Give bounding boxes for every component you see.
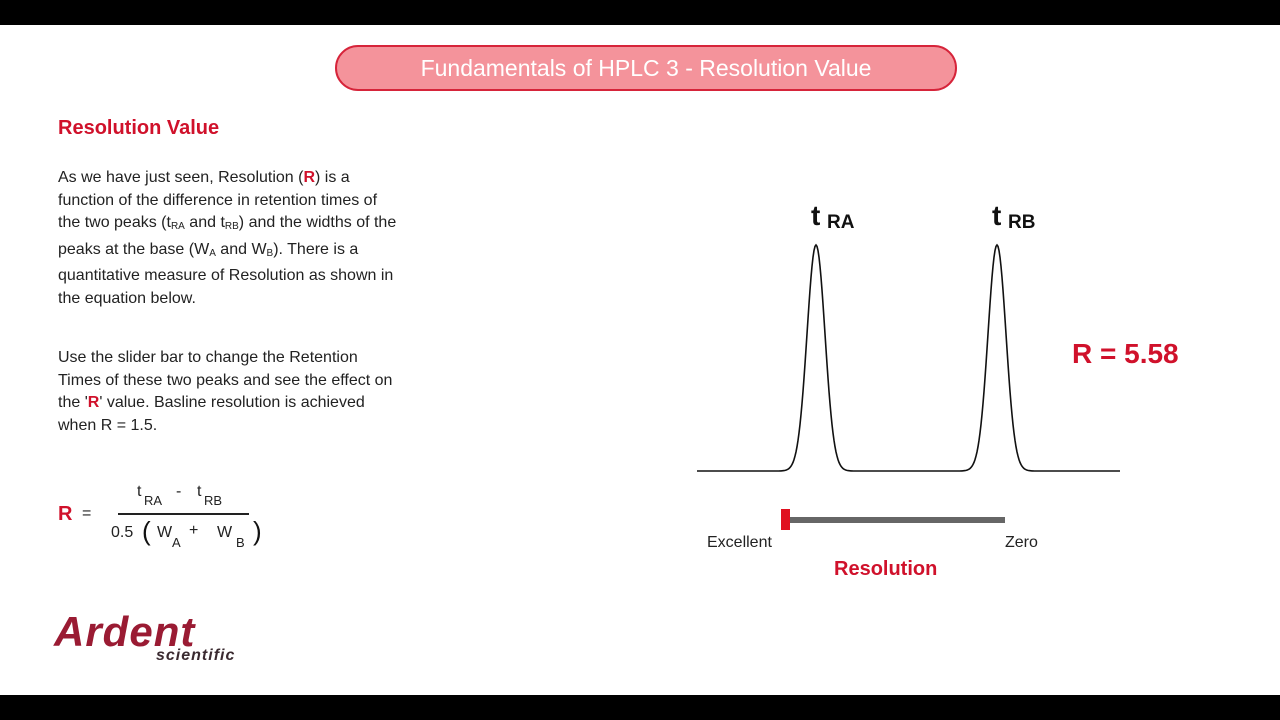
resolution-result: R = 5.58: [1072, 338, 1179, 369]
letterbox-bottom: [0, 695, 1280, 720]
formula-subscript: B: [236, 535, 245, 550]
paragraph: As we have just seen, Resolution (R) is …: [58, 167, 403, 311]
formula-term: W: [157, 524, 173, 541]
formula-term: 0.5: [111, 524, 134, 541]
slider-right-label: Zero: [1005, 534, 1038, 551]
title-banner: Fundamentals of HPLC 3 - Resolution Valu…: [335, 45, 957, 91]
letterbox-top: [0, 0, 1280, 25]
formula-subscript: A: [172, 535, 181, 550]
formula-equals: =: [82, 505, 92, 522]
peak-subscript: RA: [827, 212, 855, 233]
slider-caption: Resolution: [834, 558, 938, 580]
fraction-line: [118, 513, 249, 515]
subscript: A: [209, 247, 216, 259]
slider-handle[interactable]: [781, 509, 790, 530]
formula-term: W: [217, 524, 233, 541]
subscript: RA: [170, 221, 185, 233]
text: ' value. Basline resolution is achieved …: [58, 394, 365, 434]
text: ) and the widths of the peaks at the bas…: [58, 214, 397, 258]
logo-name: Ardent: [54, 608, 196, 655]
text: ). There is a quantitative measure of Re…: [58, 240, 394, 307]
formula-paren: ): [253, 516, 262, 546]
formula-subscript: RB: [204, 493, 223, 508]
peak-label: t: [992, 200, 1002, 231]
text: R: [303, 169, 316, 186]
chromatogram-trace: [697, 243, 1120, 472]
text: R: [87, 394, 100, 412]
section-heading: Resolution Value: [58, 117, 220, 139]
formula-operator: -: [176, 483, 182, 500]
formula-paren: (: [142, 516, 151, 546]
formula-subscript: RA: [144, 493, 163, 508]
logo-tagline: scientific: [156, 647, 236, 664]
paragraph: Use the slider bar to change the Retenti…: [58, 347, 403, 437]
text: As we have just seen, Resolution (: [58, 169, 304, 186]
subscript: B: [266, 247, 274, 259]
text: and W: [215, 240, 267, 258]
subscript: RB: [224, 221, 239, 233]
peak-label: t: [811, 200, 821, 231]
peak-subscript: RB: [1008, 212, 1036, 233]
formula-term: t: [197, 483, 202, 500]
text: ) is a function of the difference in ret…: [58, 169, 378, 232]
formula-lhs: R: [58, 503, 73, 525]
slider-track: [785, 517, 1005, 523]
formula-term: t: [137, 483, 142, 500]
slider-left-label: Excellent: [707, 534, 772, 551]
text: and t: [184, 214, 225, 232]
formula-operator: +: [189, 522, 199, 539]
text: Use the slider bar to change the Retenti…: [58, 349, 393, 412]
